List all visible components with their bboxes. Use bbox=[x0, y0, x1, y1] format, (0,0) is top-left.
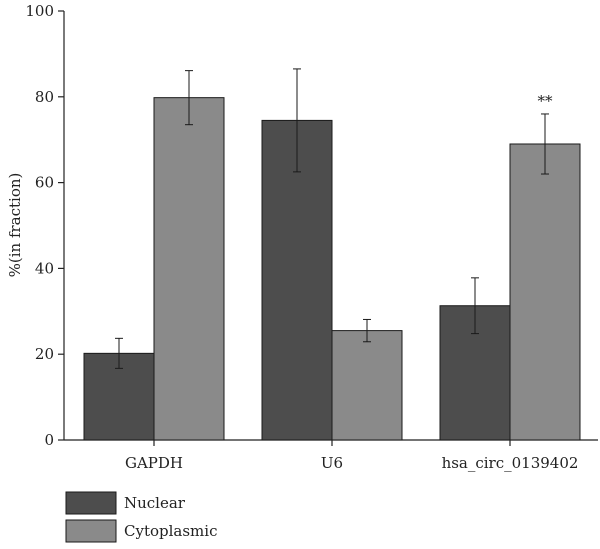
y-tick-label: 60 bbox=[35, 174, 54, 192]
y-axis-title: %(in fraction) bbox=[6, 173, 24, 278]
x-tick-label: GAPDH bbox=[125, 454, 183, 472]
y-tick-label: 20 bbox=[35, 345, 54, 363]
bar-nuclear-1 bbox=[261, 119, 333, 441]
significance-marker: ** bbox=[538, 92, 554, 110]
legend: Nuclear Cytoplasmic bbox=[65, 491, 217, 543]
bar-cytoplasmic-2 bbox=[509, 143, 581, 441]
legend-swatch-cytoplasmic bbox=[65, 519, 117, 543]
y-tick-label: 100 bbox=[25, 2, 54, 20]
bar-cytoplasmic-1 bbox=[331, 330, 403, 441]
y-tick-label: 80 bbox=[35, 88, 54, 106]
legend-label-nuclear: Nuclear bbox=[124, 494, 186, 512]
y-tick-label: 40 bbox=[35, 259, 54, 277]
legend-swatch-nuclear bbox=[65, 491, 117, 515]
bar-cytoplasmic-0 bbox=[153, 97, 225, 441]
plot-area: 0 20 40 60 80 100 GAPDH U6 ** hsa_circ_0139402 bbox=[25, 2, 598, 472]
x-tick-label: U6 bbox=[321, 454, 343, 472]
legend-label-cytoplasmic: Cytoplasmic bbox=[124, 522, 217, 540]
x-tick-label: hsa_circ_0139402 bbox=[442, 454, 579, 472]
y-tick-label: 0 bbox=[44, 431, 54, 449]
